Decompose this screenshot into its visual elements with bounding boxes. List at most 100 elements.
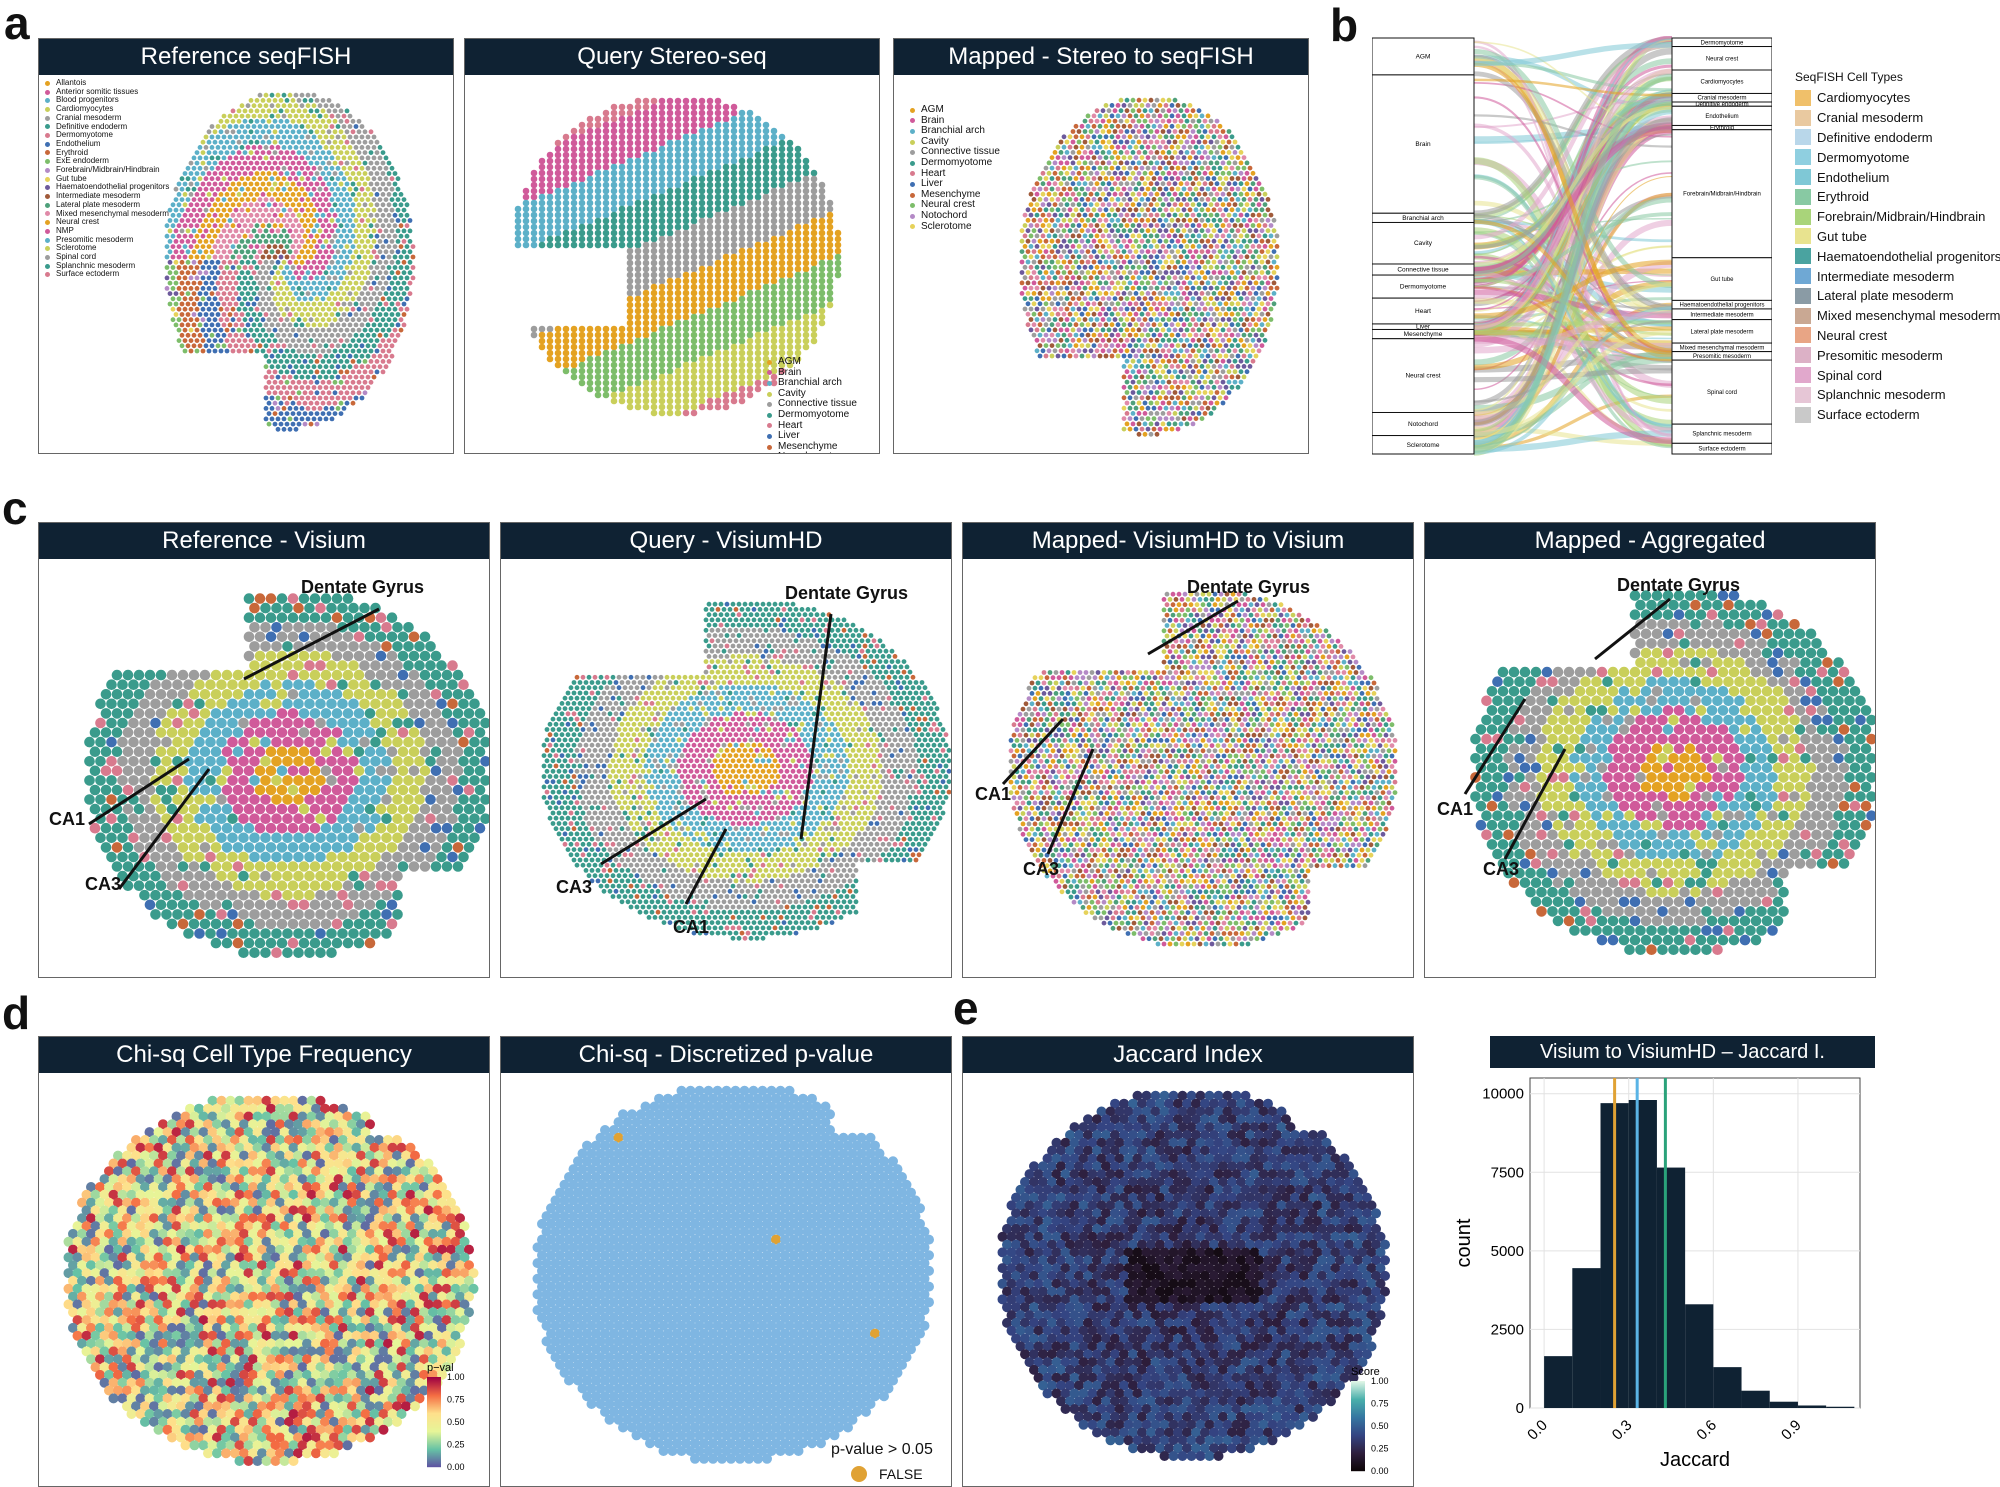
- spot: [395, 218, 401, 223]
- spot: [179, 322, 185, 328]
- bin: [690, 319, 698, 327]
- legend-label: Cranial mesoderm: [56, 112, 122, 122]
- bin: [658, 295, 666, 303]
- spot: [323, 332, 329, 338]
- bin: [778, 193, 786, 201]
- bin: [802, 229, 810, 237]
- spot: [206, 306, 212, 312]
- cell-type-legend: Allantois Anterior somitic tissues Blood p…: [45, 78, 169, 279]
- bin: [786, 283, 794, 291]
- spot: [284, 286, 290, 291]
- bin: [754, 331, 762, 339]
- spot: [266, 171, 272, 176]
- bin: [746, 283, 754, 291]
- spot: [1130, 244, 1136, 249]
- spot: [311, 228, 317, 234]
- bin: [642, 277, 650, 285]
- bin: [778, 361, 786, 369]
- spot: [1214, 275, 1220, 281]
- bin: [690, 169, 698, 177]
- spot: [1079, 207, 1085, 213]
- spot: [1253, 207, 1259, 213]
- spot: [350, 150, 356, 155]
- legend-swatch: [767, 370, 772, 376]
- bin: [794, 175, 802, 183]
- bin: [810, 205, 818, 213]
- spot: [266, 348, 272, 354]
- spot: [383, 353, 389, 359]
- bin: [722, 331, 730, 339]
- spot: [290, 233, 296, 239]
- spot: [227, 249, 233, 255]
- spot: [218, 139, 224, 145]
- bin: [594, 199, 602, 207]
- spot: [203, 155, 209, 161]
- spot: [383, 280, 389, 286]
- spot: [233, 343, 239, 349]
- spot: [200, 327, 206, 333]
- spot: [365, 270, 371, 276]
- spot: [1142, 202, 1148, 207]
- spot: [1100, 170, 1106, 176]
- spot: [1028, 254, 1034, 260]
- spot: [1091, 155, 1097, 160]
- spot: [278, 275, 284, 281]
- bin: [754, 253, 762, 261]
- spot: [185, 228, 191, 234]
- bin: [658, 319, 666, 327]
- spot: [368, 275, 374, 281]
- spot: [1136, 150, 1142, 155]
- bin: [714, 277, 722, 285]
- spot: [329, 374, 335, 380]
- bin: [730, 109, 738, 117]
- spot: [1274, 233, 1280, 239]
- spot: [365, 134, 371, 140]
- bin: [682, 229, 690, 237]
- bin: [674, 391, 682, 399]
- spot: [218, 212, 224, 218]
- bin: [674, 175, 682, 183]
- bin: [642, 223, 650, 231]
- spot: [353, 280, 359, 286]
- spot: [335, 176, 341, 182]
- spot: [356, 306, 362, 312]
- spot: [329, 406, 335, 411]
- spot: [224, 129, 230, 135]
- bin: [706, 217, 714, 225]
- bin: [722, 367, 730, 375]
- bin: [594, 241, 602, 249]
- spot: [1268, 244, 1274, 249]
- spot: [383, 312, 389, 317]
- spot: [1166, 233, 1172, 239]
- spot: [293, 426, 299, 432]
- bin: [810, 265, 818, 273]
- bin: [562, 235, 570, 243]
- spot: [194, 171, 200, 176]
- spot: [1070, 275, 1076, 281]
- spot: [1070, 191, 1076, 197]
- spot: [1142, 118, 1148, 124]
- bin: [602, 391, 610, 399]
- bin: [554, 175, 562, 183]
- spot: [1211, 155, 1217, 160]
- spot: [347, 322, 353, 328]
- spot: [236, 265, 242, 270]
- spot: [278, 338, 284, 343]
- spot: [386, 160, 392, 166]
- spot: [1058, 160, 1064, 166]
- spot: [1097, 176, 1103, 181]
- bin: [586, 211, 594, 219]
- spot: [230, 233, 236, 239]
- spot: [344, 348, 350, 354]
- spot: [209, 218, 215, 223]
- bin: [810, 289, 818, 297]
- spot: [188, 306, 194, 312]
- spot: [278, 369, 284, 375]
- bin: [786, 229, 794, 237]
- spot: [269, 186, 275, 192]
- spot: [185, 218, 191, 223]
- spot: [1223, 259, 1229, 265]
- bin: [746, 265, 754, 273]
- spot: [1184, 264, 1190, 270]
- bin: [746, 127, 754, 135]
